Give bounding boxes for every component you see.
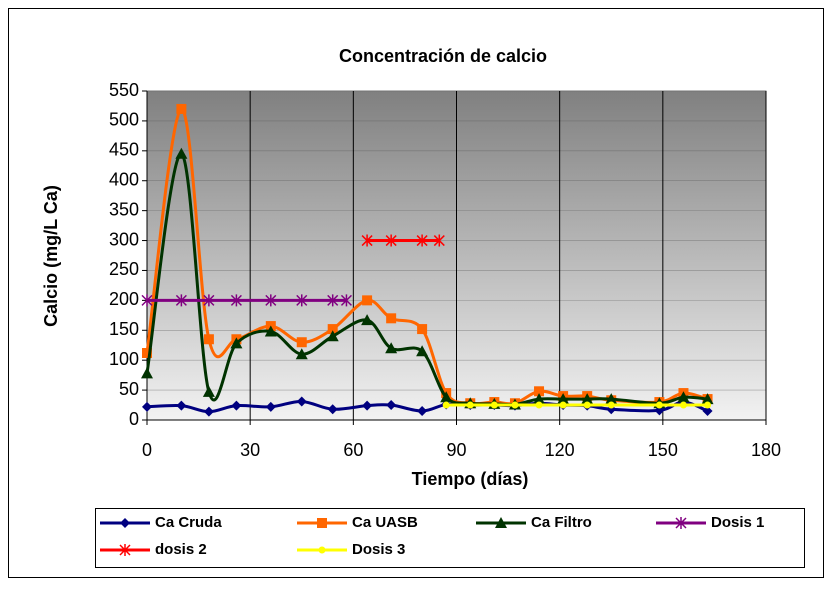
marker	[466, 401, 474, 409]
marker	[175, 147, 188, 159]
marker	[317, 518, 327, 528]
marker	[701, 393, 714, 405]
marker	[361, 234, 373, 247]
marker	[141, 367, 153, 379]
marker	[265, 401, 276, 412]
marker	[702, 406, 713, 417]
y-tick-label: 0	[129, 409, 139, 429]
marker	[440, 391, 453, 403]
marker	[142, 401, 152, 412]
marker	[203, 334, 214, 345]
x-tick-label: 30	[240, 440, 260, 460]
marker	[557, 393, 570, 405]
x-tick-label: 0	[142, 440, 152, 460]
marker	[120, 518, 130, 528]
marker	[655, 401, 663, 409]
marker	[326, 330, 339, 342]
marker	[296, 294, 308, 307]
marker	[362, 295, 373, 306]
marker	[141, 294, 153, 307]
marker	[119, 544, 131, 556]
x-tick-label: 90	[446, 440, 466, 460]
marker	[202, 385, 215, 397]
y-tick-label: 200	[109, 289, 139, 309]
marker	[386, 313, 397, 324]
legend-label: Ca UASB	[352, 514, 418, 531]
x-tick-label: 180	[751, 440, 781, 460]
marker	[264, 325, 277, 337]
marker	[142, 348, 152, 359]
legend-label: Dosis 1	[711, 514, 764, 531]
marker	[327, 294, 339, 307]
marker	[607, 401, 615, 409]
marker	[442, 401, 450, 409]
legend-label: Ca Cruda	[155, 514, 222, 531]
marker	[386, 400, 397, 411]
y-tick-label: 100	[109, 349, 139, 369]
marker	[295, 348, 308, 360]
y-axis-label: Calcio (mg/L Ca)	[41, 185, 61, 327]
y-tick-label: 350	[109, 199, 139, 219]
marker	[362, 400, 373, 411]
marker	[416, 345, 429, 357]
marker	[605, 393, 618, 405]
chart-title: Concentración de calcio	[339, 46, 547, 66]
marker	[340, 294, 352, 307]
marker	[361, 314, 374, 326]
marker	[675, 517, 687, 529]
legend-label: Dosis 3	[352, 541, 405, 558]
y-tick-label: 500	[109, 110, 139, 130]
marker	[230, 337, 243, 349]
marker	[533, 393, 546, 405]
x-tick-label: 120	[545, 440, 575, 460]
x-axis-label: Tiempo (días)	[412, 469, 529, 489]
marker	[679, 401, 687, 409]
marker	[433, 234, 445, 247]
marker	[490, 401, 498, 409]
marker	[318, 546, 326, 554]
marker	[511, 401, 519, 409]
marker	[176, 103, 187, 114]
marker	[417, 324, 428, 335]
legend-label: dosis 2	[155, 541, 207, 558]
marker	[176, 400, 187, 411]
marker	[296, 396, 307, 407]
y-tick-label: 150	[109, 319, 139, 339]
x-tick-label: 60	[343, 440, 363, 460]
marker	[327, 324, 338, 335]
marker	[175, 294, 187, 307]
y-tick-label: 450	[109, 140, 139, 160]
x-tick-label: 150	[648, 440, 678, 460]
marker	[385, 234, 397, 247]
marker	[581, 393, 594, 405]
marker	[203, 294, 215, 307]
marker	[265, 294, 277, 307]
marker	[535, 401, 543, 409]
marker	[583, 401, 591, 409]
marker	[416, 234, 428, 247]
y-tick-label: 50	[119, 379, 139, 399]
marker	[559, 401, 567, 409]
marker	[704, 401, 712, 409]
legend-label: Ca Filtro	[531, 514, 592, 531]
y-tick-label: 550	[109, 80, 139, 100]
marker	[327, 404, 338, 415]
marker	[677, 391, 690, 403]
marker	[230, 294, 242, 307]
marker	[534, 386, 545, 397]
marker	[231, 400, 242, 411]
marker	[203, 406, 214, 417]
y-tick-label: 400	[109, 169, 139, 189]
y-tick-label: 250	[109, 259, 139, 279]
marker	[495, 517, 507, 528]
marker	[417, 406, 428, 417]
marker	[385, 342, 398, 354]
marker	[296, 337, 307, 348]
y-tick-label: 300	[109, 229, 139, 249]
